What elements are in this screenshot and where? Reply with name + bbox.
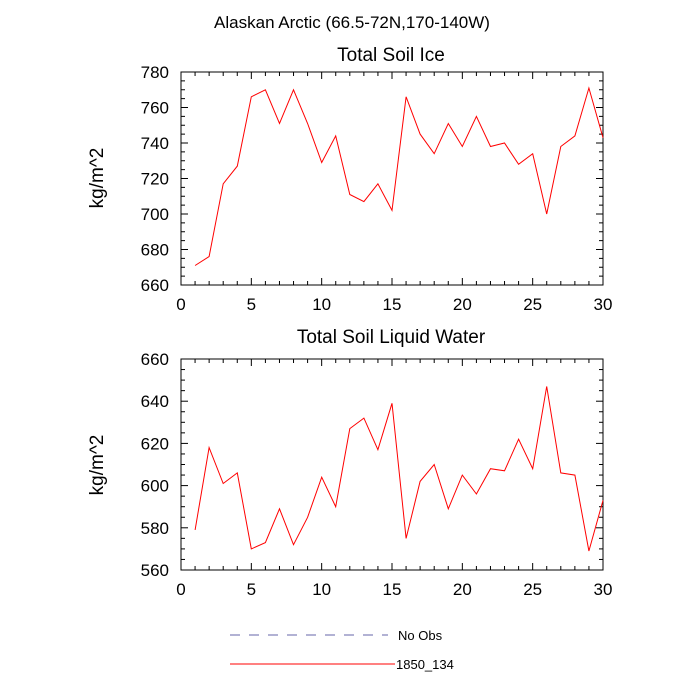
x-tick-label: 10 [312,295,331,314]
y-tick-label: 560 [141,561,169,580]
y-tick-label: 660 [141,276,169,295]
x-tick-label: 15 [383,580,402,599]
x-tick-label: 20 [453,295,472,314]
x-tick-label: 5 [247,295,256,314]
soil-liquid-water-title: Total Soil Liquid Water [297,327,486,348]
legend-label-1850-134: 1850_134 [396,657,454,672]
x-tick-label: 5 [247,580,256,599]
y-tick-label: 780 [141,63,169,82]
x-tick-label: 0 [176,295,185,314]
plot-frame [180,71,604,286]
x-tick-label: 10 [312,580,331,599]
y-tick-label: 680 [141,241,169,260]
series-line-1850_134 [194,86,604,266]
y-tick-label: 640 [141,392,169,411]
y-tick-label: 660 [141,350,169,369]
y-tick-label: 600 [141,477,169,496]
y-tick-label: 740 [141,134,169,153]
y-tick-label: 580 [141,519,169,538]
x-tick-label: 20 [453,580,472,599]
soil-liquid-water-panel: Total Soil Liquid Water kg/m^2 0 5 10 15 20 2… [87,327,612,599]
legend-label-no-obs: No Obs [398,628,443,643]
y-tick-label: 700 [141,205,169,224]
x-tick-label: 25 [523,580,542,599]
y-tick-label: 760 [141,99,169,118]
legend: No Obs 1850_134 [230,628,454,672]
x-tick-label: 30 [594,580,613,599]
x-tick-label: 0 [176,580,185,599]
y-tick-label: 720 [141,170,169,189]
plot-frame [180,358,604,571]
figure-suptitle: Alaskan Arctic (66.5-72N,170-140W) [214,13,490,32]
x-tick-label: 25 [523,295,542,314]
soil-liquid-water-ylabel: kg/m^2 [87,435,108,496]
soil-ice-panel: Total Soil Ice kg/m^2 0 5 10 15 20 25 30 660 680… [87,45,612,314]
soil-ice-title: Total Soil Ice [337,45,445,66]
series-line-1850_134 [194,386,604,552]
soil-ice-ylabel: kg/m^2 [87,148,108,209]
y-tick-label: 620 [141,434,169,453]
x-tick-label: 15 [383,295,402,314]
x-tick-label: 30 [594,295,613,314]
